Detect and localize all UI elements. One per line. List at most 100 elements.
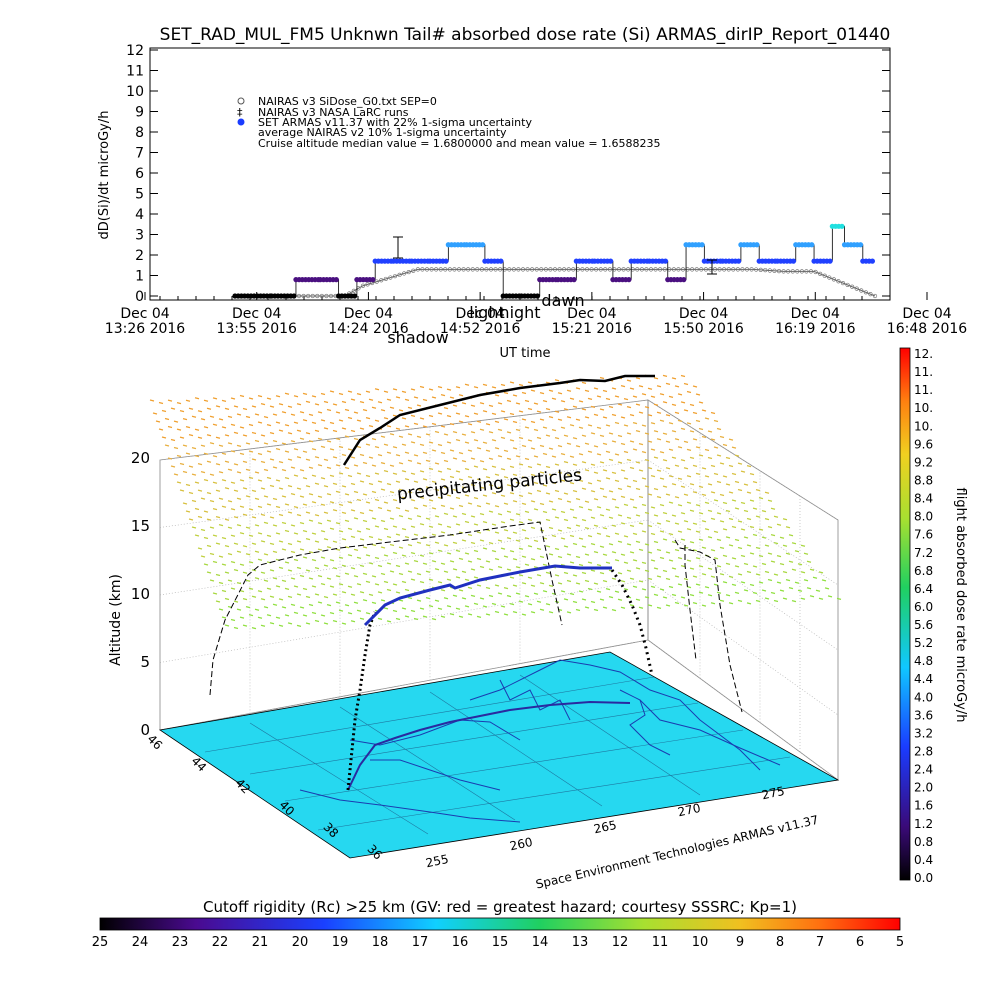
dose-dash bbox=[290, 492, 296, 496]
dose-dash bbox=[494, 420, 500, 423]
dose-dash bbox=[335, 575, 341, 578]
dose-dash bbox=[605, 535, 611, 538]
dose-dash bbox=[230, 508, 236, 511]
dose-dash bbox=[728, 517, 734, 521]
dose-dash bbox=[215, 489, 221, 492]
dose-dash bbox=[590, 543, 596, 546]
dose-dash bbox=[278, 429, 284, 432]
altitude-tick-label: 0 bbox=[140, 721, 150, 739]
dose-dash bbox=[170, 438, 176, 442]
dose-dash bbox=[701, 467, 707, 470]
dose-dash bbox=[386, 562, 392, 565]
dose-dash bbox=[557, 582, 563, 585]
colorbar-tick-label: 12. bbox=[914, 347, 933, 361]
dose-dash bbox=[179, 489, 185, 492]
dose-dash bbox=[218, 581, 224, 585]
dose-dash bbox=[623, 503, 629, 507]
dose-dash bbox=[590, 600, 596, 604]
dose-dash bbox=[425, 459, 431, 463]
dose-dash bbox=[458, 615, 464, 618]
dose-dash bbox=[266, 476, 272, 480]
dose-dash bbox=[305, 569, 311, 572]
dose-dash bbox=[404, 509, 410, 512]
dose-dash bbox=[299, 574, 305, 578]
dose-dash bbox=[296, 513, 302, 517]
dose-dash bbox=[773, 515, 779, 518]
legend-entry: NAIRAS v3 NASA LaRC runs bbox=[258, 106, 409, 119]
dose-dash bbox=[437, 581, 443, 584]
dose-dash bbox=[674, 522, 680, 525]
dose-dash bbox=[413, 507, 419, 510]
dose-dash bbox=[485, 423, 491, 426]
dose-dash bbox=[674, 385, 680, 388]
dose-dash bbox=[650, 532, 656, 536]
dose-dash bbox=[677, 583, 683, 586]
dose-dash bbox=[434, 462, 440, 465]
dose-dash bbox=[686, 559, 692, 562]
dose-dash bbox=[458, 589, 464, 592]
dose-dash bbox=[449, 507, 455, 510]
dose-dash bbox=[521, 418, 527, 421]
dose-dash bbox=[440, 589, 446, 592]
dose-dash bbox=[554, 489, 560, 493]
dose-dash bbox=[494, 531, 500, 534]
dose-dash bbox=[578, 400, 584, 403]
dose-dash bbox=[539, 471, 545, 474]
dose-dash bbox=[764, 544, 770, 547]
dose-dash bbox=[401, 417, 407, 420]
dose-dash bbox=[398, 409, 404, 412]
dose-dash bbox=[308, 603, 314, 607]
dose-dash bbox=[323, 458, 329, 461]
dose-dash bbox=[212, 592, 218, 595]
dose-dash bbox=[623, 588, 629, 591]
dose-dash bbox=[638, 442, 644, 446]
dose-dash bbox=[350, 593, 356, 596]
dose-dash bbox=[197, 515, 203, 519]
dose-dash bbox=[365, 612, 371, 615]
dose-dash bbox=[521, 555, 527, 558]
dose-dash bbox=[218, 418, 224, 421]
dose-dash bbox=[560, 400, 566, 403]
dose-dash bbox=[476, 478, 482, 481]
colorbar-tick-label: 3.6 bbox=[914, 708, 933, 722]
dose-dash bbox=[512, 447, 518, 450]
dose-dash bbox=[251, 405, 257, 408]
dose-dash bbox=[215, 463, 221, 466]
dose-dash bbox=[287, 484, 293, 488]
dose-dash bbox=[539, 444, 545, 448]
dose-dash bbox=[212, 508, 218, 511]
dose-dash bbox=[566, 442, 572, 445]
dose-dash bbox=[173, 446, 179, 450]
dose-dash bbox=[683, 467, 689, 470]
dose-dash bbox=[386, 620, 392, 623]
dose-dash bbox=[605, 508, 611, 511]
dose-dash bbox=[533, 508, 539, 511]
dose-dash bbox=[260, 540, 266, 543]
dose-dash bbox=[671, 593, 677, 597]
dose-dash bbox=[293, 395, 299, 398]
dose-dash bbox=[254, 471, 260, 474]
dose-dash bbox=[695, 419, 701, 423]
dose-dash bbox=[647, 524, 653, 528]
rigidity-tick-label: 15 bbox=[492, 935, 509, 950]
nairas-point bbox=[607, 267, 612, 272]
dose-dash bbox=[311, 585, 317, 588]
y-tick-label: 2 bbox=[135, 248, 144, 264]
dose-dash bbox=[647, 440, 653, 443]
dose-dash bbox=[677, 477, 683, 480]
dose-dash bbox=[584, 527, 590, 530]
dose-dash bbox=[329, 585, 335, 588]
dose-dash bbox=[317, 411, 323, 414]
error-bars bbox=[393, 236, 717, 275]
dose-dash bbox=[293, 448, 299, 451]
dose-dash bbox=[614, 479, 620, 483]
dose-dash bbox=[311, 395, 317, 398]
dose-dash bbox=[425, 486, 431, 489]
dose-dash bbox=[392, 499, 398, 502]
dose-dash bbox=[257, 532, 263, 535]
dose-dash bbox=[656, 548, 662, 552]
dose-dash bbox=[401, 554, 407, 557]
rigidity-ticks: 25 24 23 22 21 20 19 18 17 16 15 14 13 12 11 10 9 8 7 6 5 bbox=[92, 935, 904, 950]
dose-dash bbox=[743, 589, 749, 592]
dose-dash bbox=[368, 535, 374, 539]
